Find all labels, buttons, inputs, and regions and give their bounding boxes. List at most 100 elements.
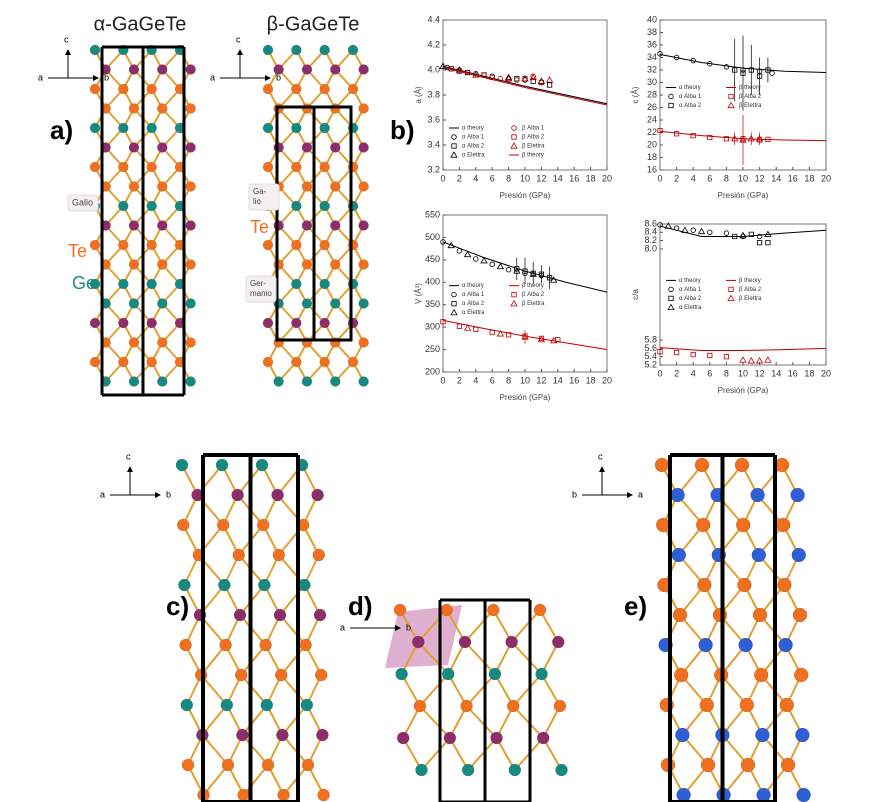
- x-tick-label: 18: [586, 173, 596, 183]
- data-point: [513, 267, 521, 274]
- y-tick-label: 16: [647, 164, 657, 174]
- x-axis-label: Presión (GPa): [718, 191, 769, 200]
- atom: [185, 142, 196, 153]
- structure-title: α-GaGeTe: [94, 13, 187, 35]
- y-tick-label: 5.6: [644, 343, 657, 353]
- data-point: [690, 352, 696, 358]
- bond: [447, 641, 466, 675]
- data-point: [673, 54, 680, 61]
- bond: [402, 737, 423, 771]
- legend-swatch: [728, 93, 734, 100]
- x-tick-label: 4: [691, 173, 696, 183]
- bond: [417, 609, 448, 643]
- atom: [319, 278, 330, 290]
- legend-swatch: [667, 303, 675, 311]
- atom: [128, 220, 140, 231]
- atom: [555, 763, 568, 777]
- y-tick-label: 4.2: [427, 39, 440, 49]
- data-point: [681, 226, 689, 233]
- atom: [301, 376, 313, 387]
- atom: [262, 122, 274, 134]
- atom: [795, 727, 810, 743]
- bond: [239, 614, 267, 646]
- atom: [231, 488, 244, 502]
- atom: [291, 44, 302, 56]
- data-point: [732, 67, 738, 73]
- atom: [185, 337, 196, 348]
- atom: [774, 457, 790, 473]
- atom: [676, 787, 691, 802]
- atom: [146, 200, 157, 212]
- y-tick-label: 8.0: [644, 243, 657, 253]
- compass-label: b: [276, 72, 281, 82]
- atom: [396, 731, 410, 745]
- atom: [700, 757, 716, 773]
- bond: [240, 644, 267, 676]
- y-tick-label: 5.8: [644, 334, 657, 344]
- atom: [273, 376, 284, 387]
- atom: [330, 64, 341, 75]
- compass-label: a: [38, 72, 43, 82]
- legend-swatch: [510, 299, 518, 307]
- atom: [738, 637, 753, 653]
- atom: [358, 142, 369, 153]
- atom: [300, 698, 314, 712]
- legend-label: α Alba 2: [462, 301, 485, 307]
- bond: [539, 609, 560, 643]
- bond: [282, 764, 309, 796]
- atom: [301, 298, 313, 309]
- x-axis-label: Presión (GPa): [500, 393, 551, 402]
- atom: [273, 64, 284, 75]
- atom-label: Ga-: [253, 187, 267, 196]
- atom: [89, 239, 101, 251]
- atom: [273, 220, 284, 231]
- x-tick-label: 18: [804, 368, 814, 378]
- atom: [735, 517, 751, 533]
- x-tick-label: 14: [553, 173, 563, 183]
- atom: [185, 298, 196, 309]
- x-tick-label: 12: [755, 368, 765, 378]
- bond: [512, 705, 544, 739]
- atom: [508, 763, 522, 777]
- data-point: [504, 74, 513, 82]
- atom: [319, 200, 330, 212]
- atom: [358, 64, 369, 75]
- bond: [402, 705, 421, 739]
- data-point: [555, 337, 561, 343]
- atom: [301, 142, 313, 153]
- panel-label: e): [624, 591, 647, 621]
- atom: [273, 259, 284, 270]
- atom: [128, 103, 140, 114]
- bond: [465, 673, 496, 707]
- atom: [175, 458, 189, 472]
- y-tick-label: 28: [647, 89, 657, 99]
- atom-label: Galio: [72, 197, 93, 207]
- legend-swatch: [727, 101, 735, 109]
- data-point: [765, 67, 771, 73]
- bond: [540, 641, 560, 675]
- legend-swatch: [451, 291, 457, 298]
- data-point: [764, 356, 772, 363]
- x-tick-label: 14: [771, 173, 781, 183]
- data-point: [707, 134, 713, 141]
- data-point: [764, 230, 772, 237]
- atom: [146, 278, 157, 290]
- atom: [740, 757, 756, 773]
- compass-label: a: [100, 489, 105, 499]
- x-tick-label: 18: [804, 173, 814, 183]
- x-tick-label: 2: [457, 173, 462, 183]
- atom: [330, 142, 341, 153]
- bond: [420, 737, 451, 771]
- atom: [218, 578, 231, 592]
- atom: [157, 298, 168, 309]
- atom: [234, 668, 248, 682]
- atom: [533, 603, 547, 617]
- atom: [505, 635, 518, 649]
- data-point: [514, 77, 520, 83]
- theory-line: [442, 67, 608, 106]
- atom: [157, 64, 168, 75]
- atom: [675, 727, 690, 743]
- data-point: [537, 335, 546, 343]
- atom: [262, 239, 274, 251]
- data-point: [505, 267, 512, 273]
